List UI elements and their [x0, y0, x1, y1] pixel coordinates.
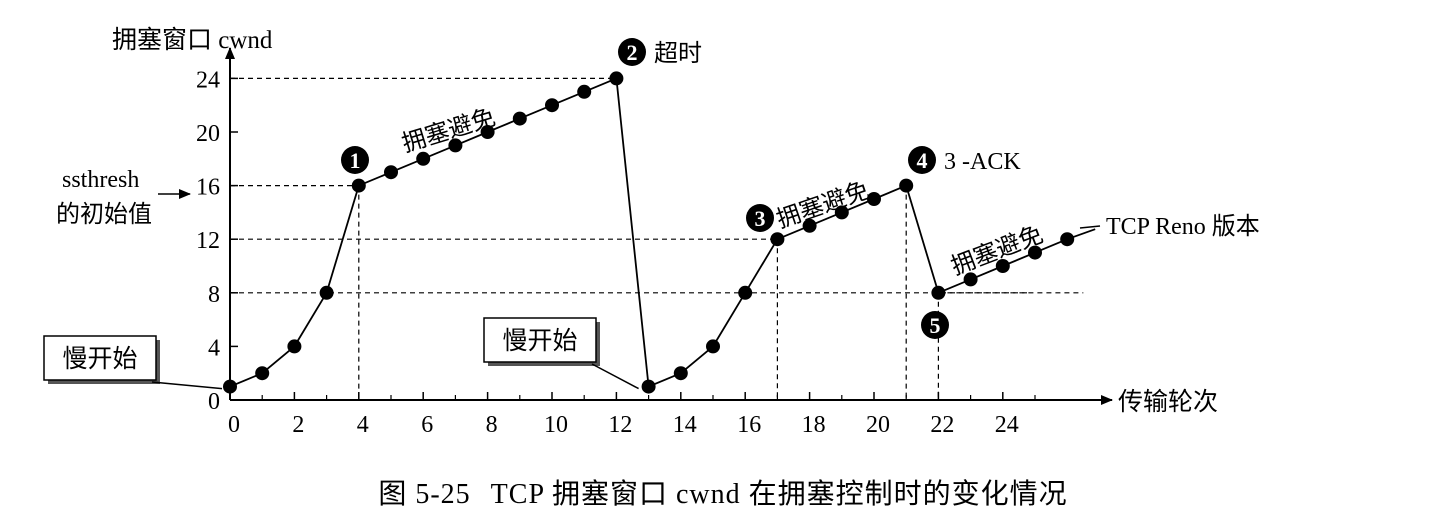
slow-start-leader-1	[151, 381, 223, 390]
figure-title: TCP 拥塞窗口 cwnd 在拥塞控制时的变化情况	[490, 479, 1068, 510]
data-point-21	[899, 178, 914, 193]
marker-circle-2	[618, 38, 646, 66]
series-segment-21	[905, 185, 940, 294]
slow-start-box-1	[43, 335, 157, 381]
y-tick-label-16: 16	[196, 175, 220, 201]
marker-circle-3	[746, 204, 774, 232]
data-point-2	[287, 339, 302, 354]
data-point-15	[706, 339, 720, 354]
y-tick-label-0: 0	[208, 389, 220, 415]
y-tick-label-8: 8	[208, 282, 220, 308]
series-segment-12	[615, 78, 650, 387]
x-tick-label-22: 22	[930, 412, 954, 438]
marker-number-5: 5	[930, 313, 941, 338]
phase-label-3: 拥塞避免	[947, 221, 1046, 281]
y-tick-label-12: 12	[196, 228, 220, 254]
x-tick-label-2: 2	[292, 412, 304, 438]
figure-number: 图 5-25	[378, 479, 471, 510]
y-tick-label-20: 20	[196, 121, 220, 147]
data-point-4	[351, 178, 366, 193]
data-point-14	[673, 366, 688, 381]
data-point-25	[1028, 245, 1042, 260]
x-tick-label-20: 20	[866, 412, 890, 438]
ssthresh-label: ssthresh	[62, 167, 139, 193]
data-point-12	[609, 71, 624, 86]
series-segment-2	[293, 292, 328, 347]
data-point-5	[384, 165, 398, 180]
data-point-19	[834, 205, 849, 220]
ssthresh-initial-label: 的初始值	[56, 201, 152, 228]
x-tick-label-6: 6	[421, 412, 433, 438]
marker-number-2: 2	[627, 40, 638, 65]
slow-start-label-2: 慢开始	[502, 327, 577, 355]
data-point-6	[416, 151, 431, 166]
marker-number-1: 1	[350, 148, 361, 173]
marker-circle-4	[908, 146, 936, 174]
x-axis-label: 传输轮次	[1118, 388, 1218, 416]
y-axis-label: 拥塞窗口 cwnd	[112, 26, 273, 54]
figure-caption: 图 5-25 TCP 拥塞窗口 cwnd 在拥塞控制时的变化情况	[0, 472, 1446, 512]
marker-circle-1	[341, 146, 369, 174]
x-tick-label-4: 4	[357, 412, 369, 438]
data-point-0	[223, 379, 237, 394]
data-point-24	[995, 259, 1010, 273]
version-leader	[1079, 225, 1101, 229]
series-segment-3	[325, 185, 360, 294]
phase-label-2: 拥塞避免	[773, 177, 873, 234]
data-point-13	[641, 379, 656, 394]
data-point-22	[931, 285, 946, 300]
marker-number-4: 4	[917, 148, 928, 173]
x-tick-label-10: 10	[544, 412, 568, 438]
version-label: TCP Reno 版本	[1106, 213, 1260, 240]
y-tick-label-4: 4	[208, 335, 220, 361]
marker-text-4: 3 -ACK	[944, 149, 1021, 175]
x-tick-label-8: 8	[486, 412, 498, 438]
data-point-3	[319, 285, 334, 300]
data-point-7	[448, 138, 463, 153]
data-point-17	[770, 232, 785, 247]
y-tick-label-24: 24	[196, 67, 220, 93]
data-point-16	[738, 285, 753, 300]
phase-label-1: 拥塞避免	[399, 104, 499, 158]
slow-start-leader-2	[591, 363, 639, 390]
marker-number-3: 3	[755, 206, 766, 231]
x-tick-label-18: 18	[802, 412, 826, 438]
marker-circle-5	[921, 311, 949, 339]
data-point-23	[963, 272, 978, 287]
marker-text-2: 超时	[654, 40, 702, 67]
data-point-18	[802, 218, 817, 233]
data-point-20	[867, 192, 881, 206]
x-tick-label-24: 24	[995, 412, 1019, 438]
x-tick-label-0: 0	[228, 412, 240, 438]
series-segment-16	[744, 238, 779, 294]
slow-start-box-2	[483, 317, 597, 363]
slow-start-label-1: 慢开始	[62, 345, 137, 373]
series-segment-15	[712, 292, 746, 347]
data-point-9	[512, 111, 527, 126]
x-tick-label-14: 14	[673, 412, 697, 438]
x-tick-label-16: 16	[737, 412, 761, 438]
data-point-10	[545, 98, 559, 113]
data-point-1	[255, 366, 270, 381]
data-point-26	[1060, 232, 1075, 247]
data-point-8	[480, 125, 495, 139]
data-point-11	[577, 84, 592, 99]
x-tick-label-12: 12	[608, 412, 632, 438]
